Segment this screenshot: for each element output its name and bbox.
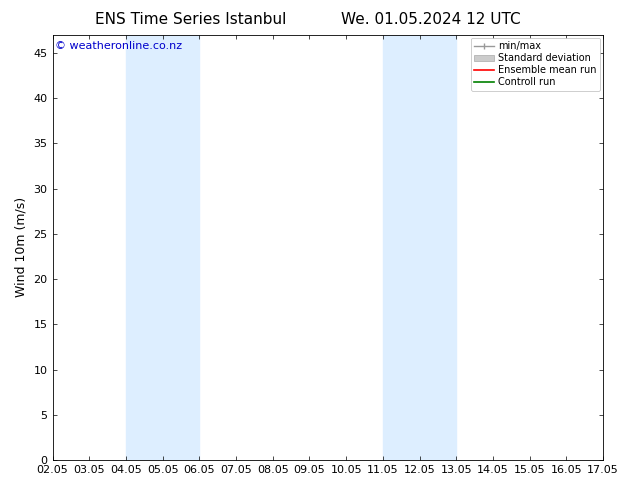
- Text: © weatheronline.co.nz: © weatheronline.co.nz: [55, 41, 183, 51]
- Legend: min/max, Standard deviation, Ensemble mean run, Controll run: min/max, Standard deviation, Ensemble me…: [470, 38, 600, 91]
- Bar: [126, 35, 199, 460]
- Text: ENS Time Series Istanbul: ENS Time Series Istanbul: [94, 12, 286, 27]
- Bar: [383, 35, 456, 460]
- Y-axis label: Wind 10m (m/s): Wind 10m (m/s): [15, 197, 28, 297]
- Text: We. 01.05.2024 12 UTC: We. 01.05.2024 12 UTC: [341, 12, 521, 27]
